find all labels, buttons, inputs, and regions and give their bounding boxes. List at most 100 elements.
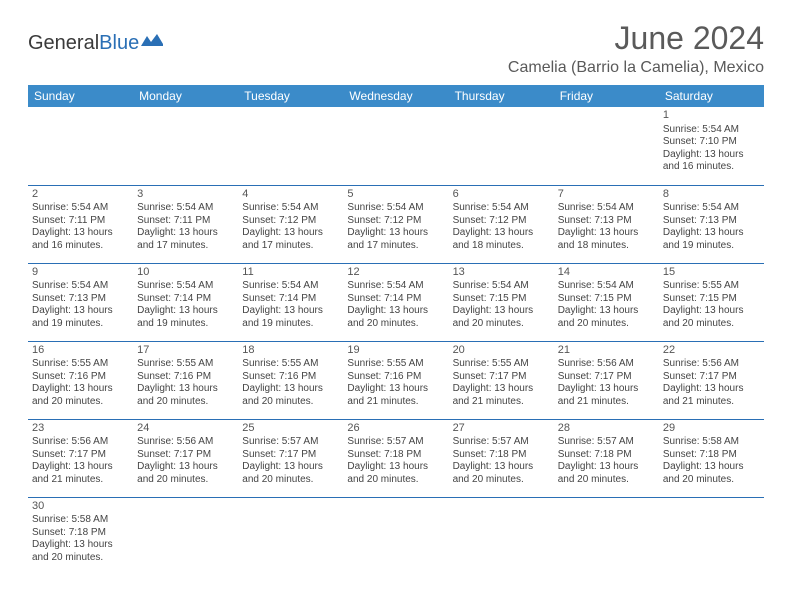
sunset-line: Sunset: 7:17 PM xyxy=(558,371,655,384)
daylight-line: Daylight: 13 hours and 17 minutes. xyxy=(347,227,444,252)
day-number: 29 xyxy=(663,422,760,436)
calendar-cell: 28Sunrise: 5:57 AMSunset: 7:18 PMDayligh… xyxy=(554,419,659,497)
daylight-line: Daylight: 13 hours and 20 minutes. xyxy=(32,539,129,564)
sunset-line: Sunset: 7:12 PM xyxy=(453,215,550,228)
sunset-line: Sunset: 7:18 PM xyxy=(453,449,550,462)
calendar-week: 2Sunrise: 5:54 AMSunset: 7:11 PMDaylight… xyxy=(28,185,764,263)
calendar-cell: 23Sunrise: 5:56 AMSunset: 7:17 PMDayligh… xyxy=(28,419,133,497)
day-number: 11 xyxy=(242,266,339,280)
daylight-line: Daylight: 13 hours and 19 minutes. xyxy=(242,305,339,330)
sunset-line: Sunset: 7:15 PM xyxy=(453,293,550,306)
calendar-cell: 13Sunrise: 5:54 AMSunset: 7:15 PMDayligh… xyxy=(449,263,554,341)
daylight-line: Daylight: 13 hours and 21 minutes. xyxy=(32,461,129,486)
calendar-cell: 15Sunrise: 5:55 AMSunset: 7:15 PMDayligh… xyxy=(659,263,764,341)
calendar-cell xyxy=(343,107,448,185)
calendar-cell: 16Sunrise: 5:55 AMSunset: 7:16 PMDayligh… xyxy=(28,341,133,419)
sunrise-line: Sunrise: 5:55 AM xyxy=(347,358,444,371)
sunset-line: Sunset: 7:17 PM xyxy=(453,371,550,384)
day-number: 23 xyxy=(32,422,129,436)
sunset-line: Sunset: 7:16 PM xyxy=(347,371,444,384)
calendar-cell: 1Sunrise: 5:54 AMSunset: 7:10 PMDaylight… xyxy=(659,107,764,185)
sunrise-line: Sunrise: 5:54 AM xyxy=(558,202,655,215)
day-number: 22 xyxy=(663,344,760,358)
sunset-line: Sunset: 7:12 PM xyxy=(347,215,444,228)
day-number: 9 xyxy=(32,266,129,280)
day-header: Thursday xyxy=(449,85,554,107)
sunset-line: Sunset: 7:16 PM xyxy=(32,371,129,384)
calendar-cell: 18Sunrise: 5:55 AMSunset: 7:16 PMDayligh… xyxy=(238,341,343,419)
title-block: June 2024 Camelia (Barrio la Camelia), M… xyxy=(508,20,764,77)
calendar-cell: 21Sunrise: 5:56 AMSunset: 7:17 PMDayligh… xyxy=(554,341,659,419)
sunrise-line: Sunrise: 5:57 AM xyxy=(453,436,550,449)
daylight-line: Daylight: 13 hours and 20 minutes. xyxy=(663,461,760,486)
sunrise-line: Sunrise: 5:54 AM xyxy=(663,124,760,137)
sunset-line: Sunset: 7:11 PM xyxy=(137,215,234,228)
brand-text: GeneralBlue xyxy=(28,32,139,55)
calendar-cell: 9Sunrise: 5:54 AMSunset: 7:13 PMDaylight… xyxy=(28,263,133,341)
sunset-line: Sunset: 7:17 PM xyxy=(242,449,339,462)
sunrise-line: Sunrise: 5:57 AM xyxy=(347,436,444,449)
sunset-line: Sunset: 7:17 PM xyxy=(663,371,760,384)
sunset-line: Sunset: 7:10 PM xyxy=(663,136,760,149)
sunrise-line: Sunrise: 5:57 AM xyxy=(242,436,339,449)
calendar-cell xyxy=(554,497,659,575)
calendar-cell: 22Sunrise: 5:56 AMSunset: 7:17 PMDayligh… xyxy=(659,341,764,419)
sunrise-line: Sunrise: 5:55 AM xyxy=(32,358,129,371)
calendar-cell: 11Sunrise: 5:54 AMSunset: 7:14 PMDayligh… xyxy=(238,263,343,341)
daylight-line: Daylight: 13 hours and 19 minutes. xyxy=(32,305,129,330)
sunset-line: Sunset: 7:13 PM xyxy=(32,293,129,306)
sunset-line: Sunset: 7:15 PM xyxy=(558,293,655,306)
day-number: 13 xyxy=(453,266,550,280)
calendar-cell: 19Sunrise: 5:55 AMSunset: 7:16 PMDayligh… xyxy=(343,341,448,419)
sunrise-line: Sunrise: 5:56 AM xyxy=(32,436,129,449)
daylight-line: Daylight: 13 hours and 20 minutes. xyxy=(137,383,234,408)
calendar-cell xyxy=(238,497,343,575)
day-header-row: SundayMondayTuesdayWednesdayThursdayFrid… xyxy=(28,85,764,107)
daylight-line: Daylight: 13 hours and 20 minutes. xyxy=(32,383,129,408)
calendar-cell xyxy=(133,497,238,575)
sunrise-line: Sunrise: 5:56 AM xyxy=(663,358,760,371)
daylight-line: Daylight: 13 hours and 19 minutes. xyxy=(663,227,760,252)
header: GeneralBlue June 2024 Camelia (Barrio la… xyxy=(28,20,764,77)
daylight-line: Daylight: 13 hours and 20 minutes. xyxy=(663,305,760,330)
sunrise-line: Sunrise: 5:54 AM xyxy=(347,280,444,293)
daylight-line: Daylight: 13 hours and 20 minutes. xyxy=(242,383,339,408)
calendar-cell: 27Sunrise: 5:57 AMSunset: 7:18 PMDayligh… xyxy=(449,419,554,497)
calendar-cell: 29Sunrise: 5:58 AMSunset: 7:18 PMDayligh… xyxy=(659,419,764,497)
day-number: 27 xyxy=(453,422,550,436)
brand-part2: Blue xyxy=(99,32,139,54)
daylight-line: Daylight: 13 hours and 17 minutes. xyxy=(242,227,339,252)
day-header: Wednesday xyxy=(343,85,448,107)
calendar-cell: 12Sunrise: 5:54 AMSunset: 7:14 PMDayligh… xyxy=(343,263,448,341)
brand-part1: General xyxy=(28,32,99,54)
day-number: 10 xyxy=(137,266,234,280)
sunrise-line: Sunrise: 5:58 AM xyxy=(663,436,760,449)
calendar-cell xyxy=(449,107,554,185)
sunset-line: Sunset: 7:15 PM xyxy=(663,293,760,306)
daylight-line: Daylight: 13 hours and 21 minutes. xyxy=(663,383,760,408)
sunrise-line: Sunrise: 5:54 AM xyxy=(137,280,234,293)
calendar-cell: 6Sunrise: 5:54 AMSunset: 7:12 PMDaylight… xyxy=(449,185,554,263)
month-title: June 2024 xyxy=(508,20,764,57)
day-number: 18 xyxy=(242,344,339,358)
sunrise-line: Sunrise: 5:54 AM xyxy=(453,280,550,293)
sunset-line: Sunset: 7:14 PM xyxy=(137,293,234,306)
calendar-table: SundayMondayTuesdayWednesdayThursdayFrid… xyxy=(28,85,764,575)
daylight-line: Daylight: 13 hours and 20 minutes. xyxy=(347,305,444,330)
sunset-line: Sunset: 7:18 PM xyxy=(558,449,655,462)
sunrise-line: Sunrise: 5:54 AM xyxy=(137,202,234,215)
sunrise-line: Sunrise: 5:58 AM xyxy=(32,514,129,527)
calendar-cell: 30Sunrise: 5:58 AMSunset: 7:18 PMDayligh… xyxy=(28,497,133,575)
daylight-line: Daylight: 13 hours and 20 minutes. xyxy=(558,461,655,486)
calendar-cell xyxy=(238,107,343,185)
sunrise-line: Sunrise: 5:55 AM xyxy=(453,358,550,371)
sunset-line: Sunset: 7:13 PM xyxy=(558,215,655,228)
sunrise-line: Sunrise: 5:54 AM xyxy=(453,202,550,215)
daylight-line: Daylight: 13 hours and 18 minutes. xyxy=(453,227,550,252)
calendar-week: 30Sunrise: 5:58 AMSunset: 7:18 PMDayligh… xyxy=(28,497,764,575)
calendar-body: 1Sunrise: 5:54 AMSunset: 7:10 PMDaylight… xyxy=(28,107,764,575)
day-number: 1 xyxy=(663,109,760,123)
day-header: Sunday xyxy=(28,85,133,107)
calendar-cell: 25Sunrise: 5:57 AMSunset: 7:17 PMDayligh… xyxy=(238,419,343,497)
sunset-line: Sunset: 7:12 PM xyxy=(242,215,339,228)
